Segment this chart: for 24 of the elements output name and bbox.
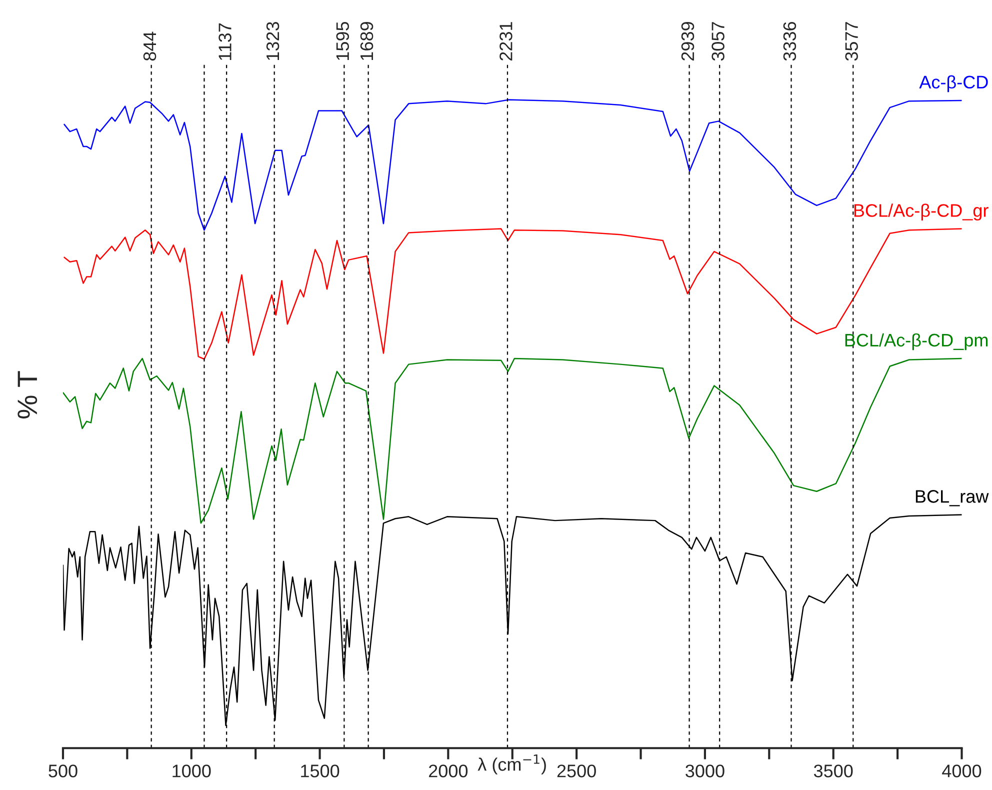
series-label: BCL/Ac-β-CD_gr	[854, 204, 988, 220]
x-tick-label: 2500	[557, 764, 596, 778]
x-tick-label: 2000	[429, 764, 468, 778]
series-label: BCL_raw	[916, 490, 989, 506]
y-axis-title: % T	[18, 371, 38, 418]
ref-line-label: 3577	[845, 22, 858, 61]
series-label: BCL/Ac-β-CD_pm	[845, 333, 988, 350]
x-tick-label: 4000	[942, 764, 982, 778]
series-label: Ac-β-CD	[919, 75, 988, 92]
x-tick-label: 3500	[814, 764, 853, 778]
ref-line-label: 844	[143, 32, 156, 61]
ref-line-label: 1137	[218, 23, 232, 60]
ref-line-label: 1595	[336, 22, 350, 60]
x-tick-label: 3000	[686, 764, 724, 778]
x-tick-label: 500	[48, 764, 78, 778]
ref-line-label: 3336	[783, 22, 796, 61]
ref-line-label: 3057	[712, 22, 724, 61]
ref-line-label: 1689	[360, 22, 374, 60]
x-axis-title: λ (cm$^{−1}$)	[478, 754, 546, 774]
x-tick-label: 1500	[301, 764, 340, 778]
ref-line-label: 1323	[266, 22, 280, 60]
x-tick-label: 1000	[172, 764, 211, 778]
ref-line-label: 2231	[500, 22, 512, 60]
ref-line-label: 2939	[681, 22, 694, 60]
